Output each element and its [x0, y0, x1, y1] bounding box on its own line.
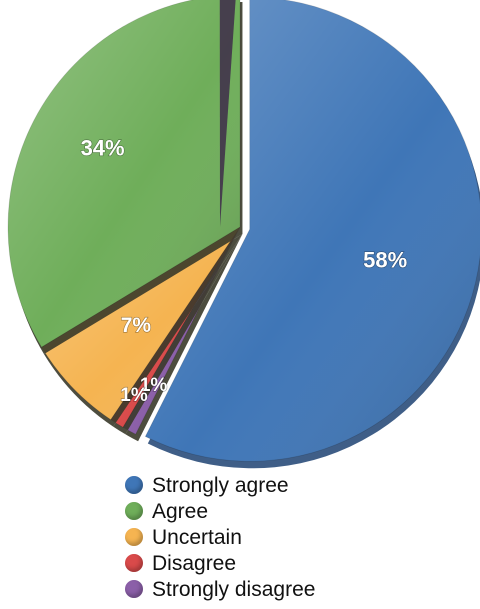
- pie-label-uncertain: 7%: [121, 314, 152, 337]
- pie-label-disagree: 1%: [120, 385, 148, 406]
- legend-label-strongly-agree: Strongly agree: [152, 473, 289, 497]
- pie-slice-gloss-uncertain: [41, 227, 240, 420]
- legend-item-agree: Agree: [125, 498, 315, 524]
- legend-item-strongly-disagree: Strongly disagree: [125, 576, 315, 602]
- legend-swatch-strongly-disagree: [125, 580, 143, 598]
- legend: Strongly agree Agree Uncertain Disagree …: [125, 472, 315, 602]
- pie-labels: 58% 1%1% 7% 34%: [80, 135, 408, 407]
- legend-item-disagree: Disagree: [125, 550, 315, 576]
- pie-label-strongly-disagree: 1%: [140, 375, 168, 396]
- legend-label-strongly-disagree: Strongly disagree: [152, 577, 316, 601]
- legend-swatch-uncertain: [125, 528, 143, 546]
- legend-swatch-agree: [125, 502, 143, 520]
- legend-item-uncertain: Uncertain: [125, 524, 315, 550]
- pie-slice-gloss-strongly-agree: [145, 0, 480, 462]
- legend-label-agree: Agree: [152, 499, 209, 523]
- legend-swatch-disagree: [125, 554, 143, 572]
- pie-label-agree: 34%: [81, 135, 125, 160]
- pie-slices: [7, 0, 480, 469]
- pie-gap-edge: [219, 0, 236, 227]
- legend-label-uncertain: Uncertain: [152, 525, 242, 549]
- legend-label-disagree: Disagree: [152, 551, 237, 575]
- pie-slice-gloss-agree: [8, 0, 240, 348]
- pie-label-strongly-agree: 58%: [363, 247, 407, 272]
- legend-item-strongly-agree: Strongly agree: [125, 472, 315, 498]
- legend-swatch-strongly-agree: [125, 476, 143, 494]
